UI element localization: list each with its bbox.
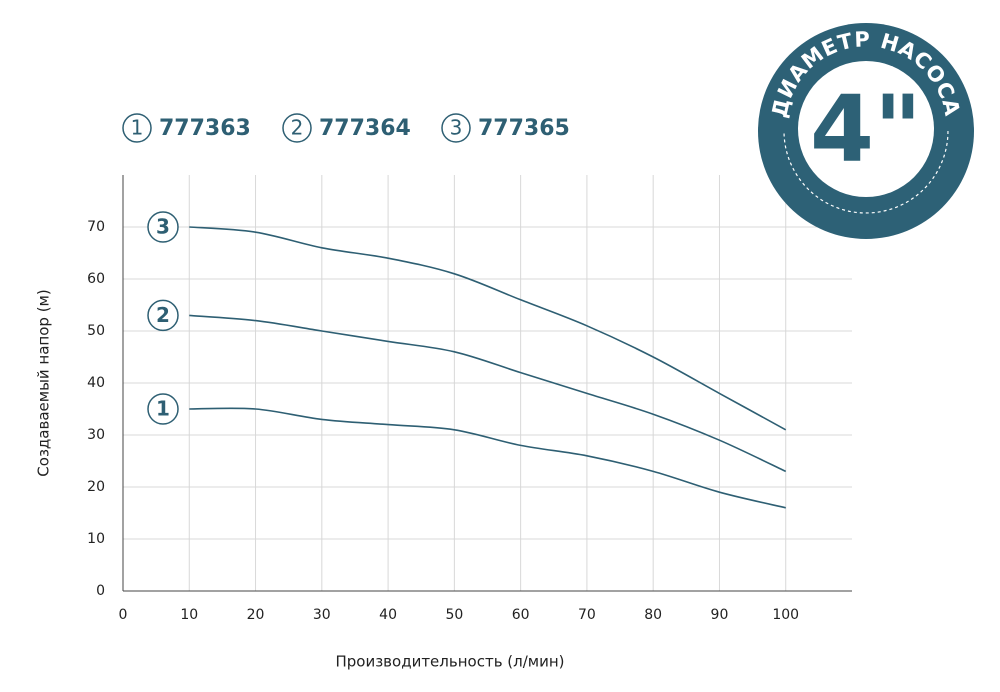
legend-marker: 2 [291,116,304,140]
legend-circle [282,113,312,143]
y-tick-label: 50 [87,323,105,339]
line-marker-label: 1 [156,397,170,421]
legend-circle [122,113,152,143]
y-tick-label: 0 [96,583,105,599]
x-tick-label: 100 [772,607,799,623]
x-tick-label: 90 [711,607,729,623]
y-tick-label: 20 [87,479,105,495]
y-tick-label: 40 [87,375,105,391]
y-tick-label: 30 [87,427,105,443]
x-tick-label: 30 [313,607,331,623]
series-line [189,407,786,509]
x-axis-label: Производительность (л/мин) [335,653,564,671]
legend-label: 777363 [159,116,251,141]
legend-marker: 3 [450,116,463,140]
legend-circle [441,113,471,143]
line-marker-circle [147,211,179,243]
series-line [189,314,787,473]
line-marker-circle [147,299,179,332]
x-tick-label: 70 [578,607,596,623]
legend-label: 777364 [319,116,411,141]
badge-inner [798,61,934,197]
legend-marker: 1 [131,116,144,140]
x-tick-label: 50 [445,607,463,623]
badge-size: 4" [810,75,922,182]
series-line [189,226,787,431]
x-tick-label: 60 [512,607,530,623]
line-marker-label: 3 [156,215,170,239]
x-tick-label: 0 [119,607,128,623]
line-marker-circle [147,393,179,425]
y-axis-label: Создаваемый напор (м) [35,289,53,476]
legend-label: 777365 [478,116,570,141]
x-tick-label: 80 [644,607,662,623]
x-tick-label: 10 [180,607,198,623]
y-tick-label: 60 [87,271,105,287]
x-tick-label: 20 [247,607,265,623]
line-marker-label: 2 [156,303,170,327]
y-tick-label: 10 [87,531,105,547]
y-tick-label: 70 [87,219,105,235]
x-tick-label: 40 [379,607,397,623]
